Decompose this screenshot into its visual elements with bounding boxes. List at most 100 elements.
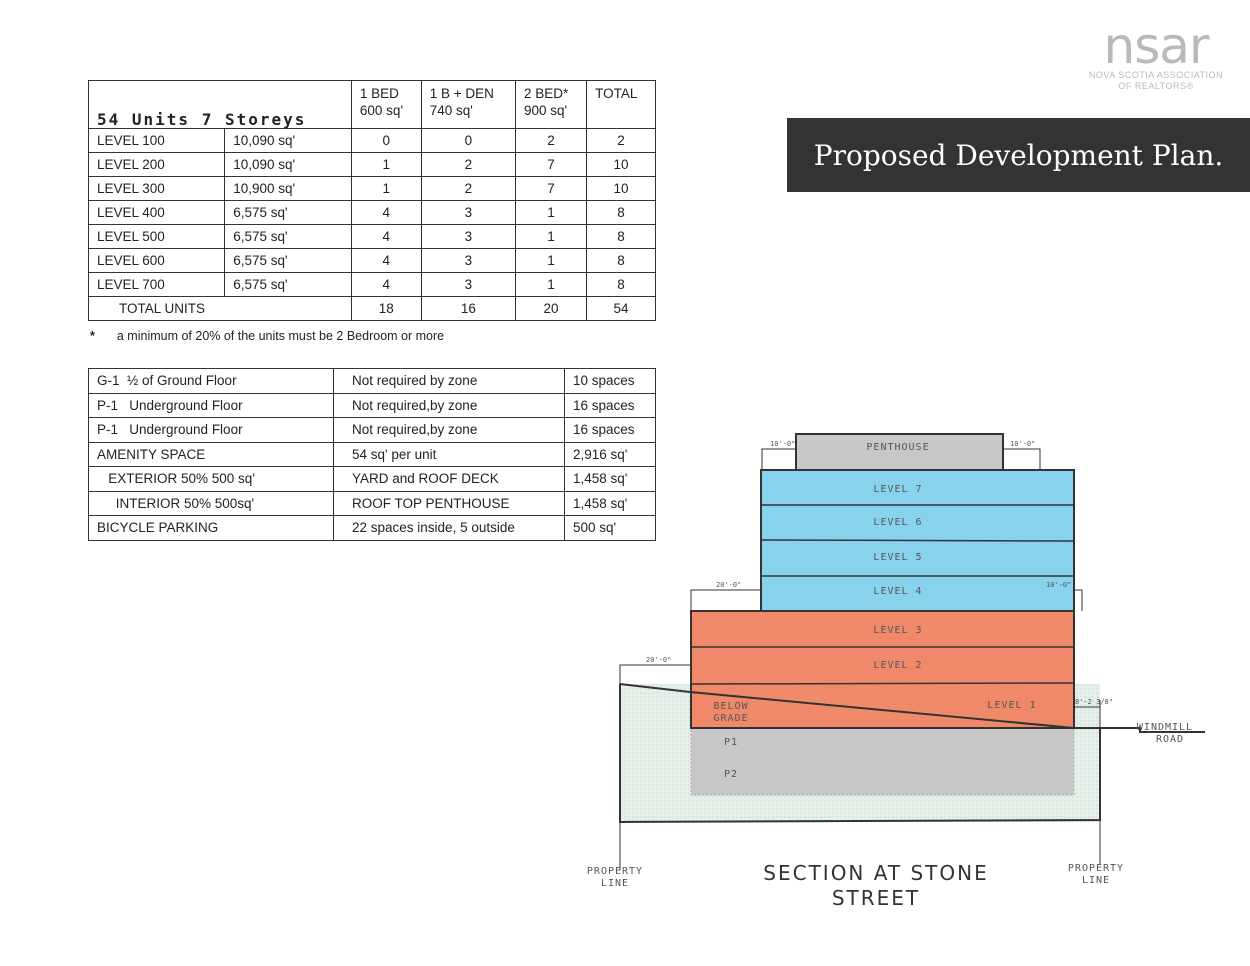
- table-cell: ROOF TOP PENTHOUSE: [333, 490, 565, 516]
- table-cell: LEVEL 600: [87, 248, 226, 273]
- parking-amenity-table: G-1 ½ of Ground Floor Not required by zon…: [88, 368, 656, 541]
- property-line-label: LINE: [601, 878, 629, 889]
- table-cell: 16 spaces: [564, 392, 656, 418]
- table-cell: BICYCLE PARKING: [88, 515, 334, 541]
- column-header: TOTAL: [586, 80, 656, 129]
- table-cell: 10 spaces: [564, 368, 656, 394]
- column-header-size: 900 sq': [523, 103, 568, 118]
- column-header-type: 2 BED*: [523, 86, 569, 101]
- grade-line: [619, 683, 1205, 733]
- table-cell: P-1 Underground Floor: [88, 392, 334, 418]
- total-row: TOTAL UNITS 18 16 20 54: [88, 296, 656, 321]
- units-table: 54 Units 7 Storeys 1 BED 600 sq' 1 B + DEN 7…: [87, 80, 656, 321]
- table-cell: 54 sq' per unit: [333, 441, 565, 467]
- table-row: LEVEL 700 6,575 sq' 4 3 1 8: [87, 272, 656, 297]
- table-cell: 4: [350, 200, 422, 225]
- table-row: P-1 Underground Floor Not required,by zon…: [88, 417, 656, 443]
- nsar-logo: nsar NOVA SCOTIA ASSOCIATION OF REALTORS…: [1076, 21, 1236, 92]
- penthouse-block: [795, 433, 1004, 471]
- table-cell: 1,458 sq': [564, 490, 656, 516]
- level-label-p1: P1: [724, 737, 738, 748]
- table-cell: 10: [586, 176, 656, 201]
- column-header-type: 1 BED: [359, 86, 399, 101]
- table-cell: INTERIOR 50% 500sq': [88, 490, 334, 516]
- table-cell: 6,575 sq': [224, 224, 352, 249]
- dim-label: 10'-0": [770, 440, 795, 448]
- section-caption: SECTION AT STONE: [763, 861, 988, 885]
- table-row: P-1 Underground Floor Not required,by zon…: [88, 392, 656, 418]
- level-label-2: LEVEL 2: [873, 660, 922, 671]
- table-cell: 10,090 sq': [224, 128, 352, 153]
- table-row: LEVEL 100 10,090 sq' 0 0 2 2: [87, 128, 656, 153]
- level-label-p2: P2: [724, 769, 738, 780]
- column-header-type: 1 B + DEN: [429, 86, 494, 101]
- table-row: LEVEL 300 10,900 sq' 1 2 7 10: [87, 176, 656, 201]
- page-title-banner: Proposed Development Plan.: [787, 118, 1250, 192]
- table-cell: 16 spaces: [564, 417, 656, 443]
- property-line-label: LINE: [1082, 875, 1110, 886]
- dim-label: 10'-0": [1010, 440, 1035, 448]
- table-cell: 3: [420, 272, 516, 297]
- table-cell: 2: [586, 128, 656, 153]
- table-cell: LEVEL 700: [87, 272, 226, 297]
- total-label: TOTAL UNITS: [88, 296, 352, 321]
- table-cell: 10,090 sq': [224, 152, 352, 177]
- table-cell: 1: [514, 248, 588, 273]
- dim-label: 20'-0": [716, 581, 741, 589]
- level-label-6: LEVEL 6: [873, 517, 922, 528]
- column-header-type: TOTAL: [595, 86, 638, 101]
- table-cell: EXTERIOR 50% 500 sq': [88, 466, 334, 492]
- total-cell: 20: [514, 296, 588, 321]
- table-row: INTERIOR 50% 500sq' ROOF TOP PENTHOUSE 1,4…: [88, 490, 656, 516]
- table-row: AMENITY SPACE 54 sq' per unit 2,916 sq': [88, 441, 656, 467]
- table-cell: 8: [586, 248, 656, 273]
- logo-line1: NOVA SCOTIA ASSOCIATION: [1088, 70, 1224, 80]
- road-label: ROAD: [1156, 734, 1184, 745]
- column-header-size: 740 sq': [429, 103, 473, 118]
- table-cell: LEVEL 100: [87, 128, 226, 153]
- parking-block: [690, 727, 1075, 796]
- table-cell: 2,916 sq': [564, 441, 656, 467]
- table-title: 54 Units 7 Storeys: [88, 80, 352, 129]
- table-cell: 1,458 sq': [564, 466, 656, 492]
- below-grade-label: BELOW: [713, 701, 748, 712]
- footnote-mark: *: [90, 329, 95, 343]
- table-cell: 0: [420, 128, 516, 153]
- lower-block: [690, 610, 1075, 729]
- table-row: EXTERIOR 50% 500 sq' YARD and ROOF DECK 1,…: [88, 466, 656, 492]
- table-cell: Not required,by zone: [333, 417, 565, 443]
- column-header-size: 600 sq': [359, 103, 404, 118]
- table-cell: Not required,by zone: [333, 392, 565, 418]
- table-cell: 8: [586, 200, 656, 225]
- level-label-1: LEVEL 1: [987, 700, 1036, 711]
- table-row: BICYCLE PARKING 22 spaces inside, 5 outsi…: [88, 515, 656, 541]
- table-cell: 4: [350, 224, 422, 249]
- table-cell: AMENITY SPACE: [88, 441, 334, 467]
- column-header: 2 BED* 900 sq': [514, 80, 588, 129]
- footnote: * a minimum of 20% of the units must be 2…: [90, 329, 444, 343]
- table-cell: YARD and ROOF DECK: [333, 466, 565, 492]
- table-cell: 500 sq': [564, 515, 656, 541]
- level-label-7: LEVEL 7: [873, 484, 922, 495]
- table-cell: LEVEL 400: [87, 200, 226, 225]
- page-title: Proposed Development Plan.: [813, 138, 1224, 172]
- table-cell: 3: [420, 200, 516, 225]
- table-row: LEVEL 200 10,090 sq' 1 2 7 10: [87, 152, 656, 177]
- dim-label: 10'-0": [1046, 581, 1071, 589]
- below-grade-label: GRADE: [713, 713, 748, 724]
- road-label: WINDMILL: [1137, 722, 1193, 733]
- column-header: 1 B + DEN 740 sq': [420, 80, 516, 129]
- property-line-label: PROPERTY: [587, 866, 643, 877]
- table-cell: 6,575 sq': [224, 248, 352, 273]
- level-label-5: LEVEL 5: [873, 552, 922, 563]
- dim-label: 8'-2 3/8": [1075, 698, 1113, 706]
- level-label-3: LEVEL 3: [873, 625, 922, 636]
- section-caption: STREET: [832, 886, 920, 910]
- footnote-text: a minimum of 20% of the units must be 2 …: [116, 329, 445, 343]
- level-label-4: LEVEL 4: [873, 586, 922, 597]
- table-cell: LEVEL 200: [87, 152, 226, 177]
- logo-line2: OF REALTORS®: [1118, 81, 1194, 91]
- table-cell: P-1 Underground Floor: [88, 417, 334, 443]
- property-line-label: PROPERTY: [1068, 863, 1124, 874]
